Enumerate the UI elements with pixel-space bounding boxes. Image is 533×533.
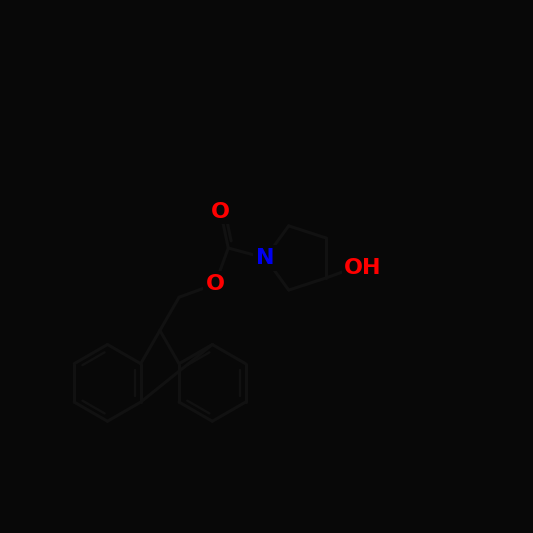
Text: OH: OH: [344, 258, 382, 278]
Text: O: O: [211, 201, 230, 222]
Text: N: N: [256, 248, 274, 268]
Text: O: O: [206, 274, 224, 294]
